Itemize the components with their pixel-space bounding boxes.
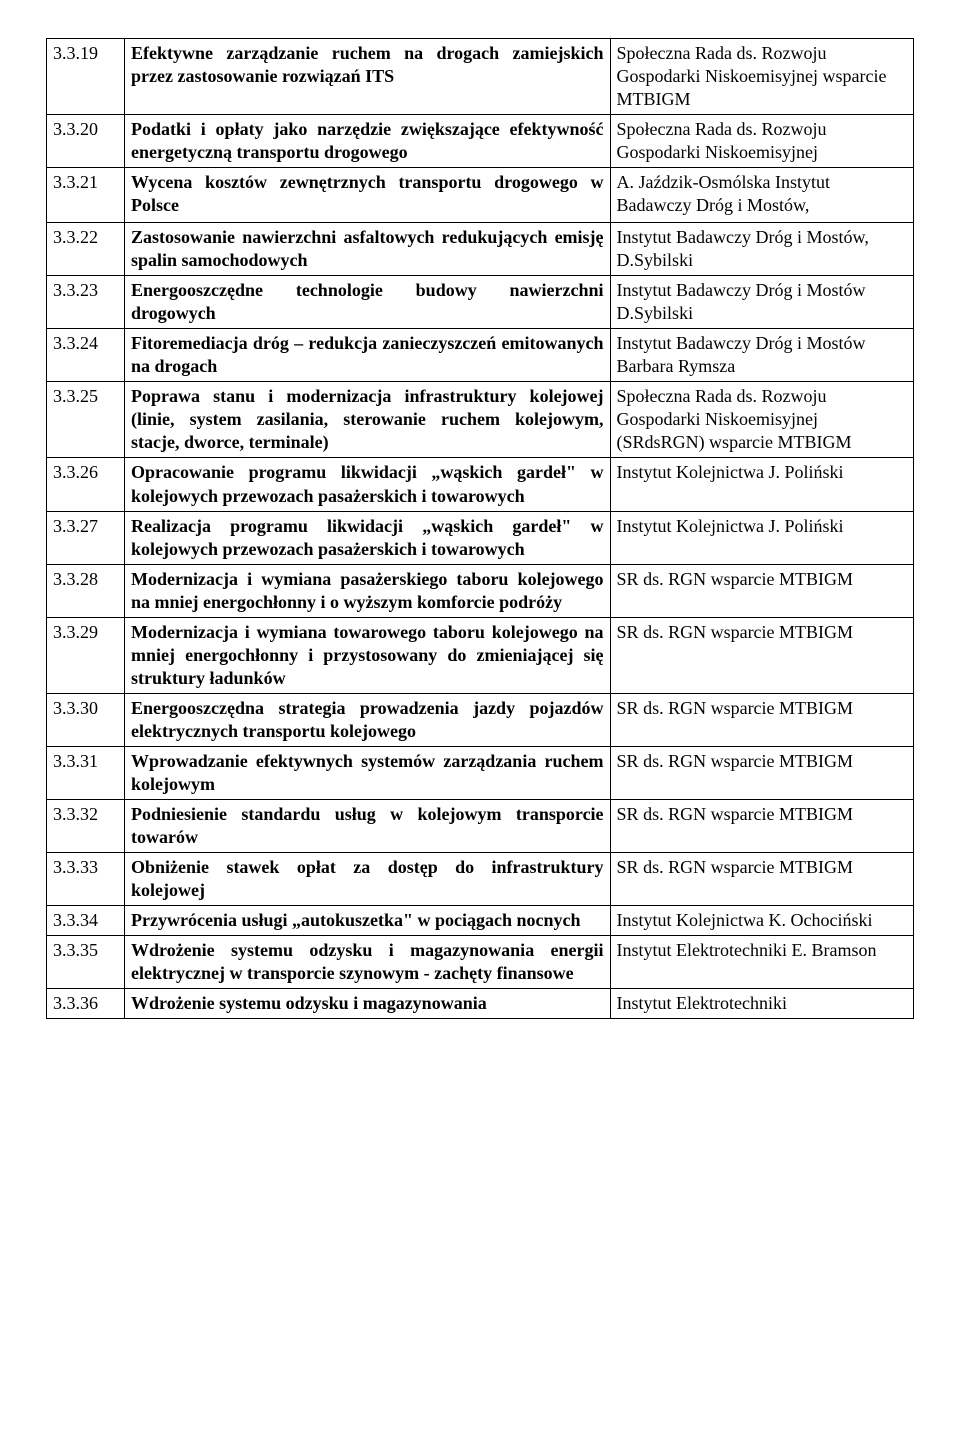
row-number: 3.3.36 <box>47 989 125 1019</box>
row-title: Wprowadzanie efektywnych systemów zarząd… <box>125 746 611 799</box>
row-title: Modernizacja i wymiana pasażerskiego tab… <box>125 564 611 617</box>
row-number: 3.3.34 <box>47 906 125 936</box>
table-row: 3.3.20Podatki i opłaty jako narzędzie zw… <box>47 115 914 168</box>
table-row: 3.3.21Wycena kosztów zewnętrznych transp… <box>47 168 914 223</box>
table-row: 3.3.22Zastosowanie nawierzchni asfaltowy… <box>47 223 914 276</box>
table-row: 3.3.23Energooszczędne technologie budowy… <box>47 276 914 329</box>
row-organization: Instytut Kolejnictwa J. Poliński <box>610 458 913 511</box>
row-number: 3.3.19 <box>47 39 125 115</box>
table-row: 3.3.19Efektywne zarządzanie ruchem na dr… <box>47 39 914 115</box>
row-title: Wycena kosztów zewnętrznych transportu d… <box>125 168 611 223</box>
row-number: 3.3.31 <box>47 746 125 799</box>
row-title: Modernizacja i wymiana towarowego taboru… <box>125 617 611 693</box>
table-row: 3.3.33Obniżenie stawek opłat za dostęp d… <box>47 852 914 905</box>
row-number: 3.3.25 <box>47 382 125 458</box>
row-number: 3.3.24 <box>47 329 125 382</box>
row-organization: Instytut Elektrotechniki E. Bramson <box>610 936 913 989</box>
table-row: 3.3.28Modernizacja i wymiana pasażerskie… <box>47 564 914 617</box>
row-organization: Społeczna Rada ds. Rozwoju Gospodarki Ni… <box>610 382 913 458</box>
row-number: 3.3.30 <box>47 693 125 746</box>
row-title: Energooszczędna strategia prowadzenia ja… <box>125 693 611 746</box>
row-title: Podatki i opłaty jako narzędzie zwiększa… <box>125 115 611 168</box>
row-organization: Społeczna Rada ds. Rozwoju Gospodarki Ni… <box>610 115 913 168</box>
row-title: Fitoremediacja dróg – redukcja zanieczys… <box>125 329 611 382</box>
actions-table: 3.3.19Efektywne zarządzanie ruchem na dr… <box>46 38 914 1019</box>
row-organization: Instytut Badawczy Dróg i Mostów Barbara … <box>610 329 913 382</box>
row-title: Obniżenie stawek opłat za dostęp do infr… <box>125 852 611 905</box>
row-number: 3.3.23 <box>47 276 125 329</box>
row-organization: Instytut Kolejnictwa J. Poliński <box>610 511 913 564</box>
table-row: 3.3.36Wdrożenie systemu odzysku i magazy… <box>47 989 914 1019</box>
row-number: 3.3.20 <box>47 115 125 168</box>
row-title: Realizacja programu likwidacji „wąskich … <box>125 511 611 564</box>
row-organization: Instytut Kolejnictwa K. Ochociński <box>610 906 913 936</box>
row-number: 3.3.22 <box>47 223 125 276</box>
row-organization: Instytut Badawczy Dróg i Mostów, D.Sybil… <box>610 223 913 276</box>
table-row: 3.3.32Podniesienie standardu usług w kol… <box>47 799 914 852</box>
row-title: Przywrócenia usługi „autokuszetka" w poc… <box>125 906 611 936</box>
row-organization: Społeczna Rada ds. Rozwoju Gospodarki Ni… <box>610 39 913 115</box>
row-number: 3.3.26 <box>47 458 125 511</box>
row-title: Efektywne zarządzanie ruchem na drogach … <box>125 39 611 115</box>
row-title: Wdrożenie systemu odzysku i magazynowani… <box>125 989 611 1019</box>
row-number: 3.3.33 <box>47 852 125 905</box>
table-row: 3.3.35Wdrożenie systemu odzysku i magazy… <box>47 936 914 989</box>
table-row: 3.3.31Wprowadzanie efektywnych systemów … <box>47 746 914 799</box>
row-number: 3.3.28 <box>47 564 125 617</box>
table-row: 3.3.34Przywrócenia usługi „autokuszetka"… <box>47 906 914 936</box>
row-title: Wdrożenie systemu odzysku i magazynowani… <box>125 936 611 989</box>
table-row: 3.3.29Modernizacja i wymiana towarowego … <box>47 617 914 693</box>
row-title: Zastosowanie nawierzchni asfaltowych red… <box>125 223 611 276</box>
table-row: 3.3.26Opracowanie programu likwidacji „w… <box>47 458 914 511</box>
table-row: 3.3.30Energooszczędna strategia prowadze… <box>47 693 914 746</box>
row-organization: SR ds. RGN wsparcie MTBIGM <box>610 852 913 905</box>
row-number: 3.3.29 <box>47 617 125 693</box>
row-number: 3.3.21 <box>47 168 125 223</box>
row-organization: SR ds. RGN wsparcie MTBIGM <box>610 617 913 693</box>
table-row: 3.3.24Fitoremediacja dróg – redukcja zan… <box>47 329 914 382</box>
row-number: 3.3.35 <box>47 936 125 989</box>
row-organization: Instytut Badawczy Dróg i Mostów D.Sybils… <box>610 276 913 329</box>
row-organization: SR ds. RGN wsparcie MTBIGM <box>610 693 913 746</box>
row-title: Poprawa stanu i modernizacja infrastrukt… <box>125 382 611 458</box>
row-number: 3.3.27 <box>47 511 125 564</box>
row-organization: SR ds. RGN wsparcie MTBIGM <box>610 564 913 617</box>
row-title: Energooszczędne technologie budowy nawie… <box>125 276 611 329</box>
table-row: 3.3.25Poprawa stanu i modernizacja infra… <box>47 382 914 458</box>
row-title: Podniesienie standardu usług w kolejowym… <box>125 799 611 852</box>
row-title: Opracowanie programu likwidacji „wąskich… <box>125 458 611 511</box>
row-organization: Instytut Elektrotechniki <box>610 989 913 1019</box>
row-organization: SR ds. RGN wsparcie MTBIGM <box>610 799 913 852</box>
table-row: 3.3.27Realizacja programu likwidacji „wą… <box>47 511 914 564</box>
row-organization: SR ds. RGN wsparcie MTBIGM <box>610 746 913 799</box>
row-number: 3.3.32 <box>47 799 125 852</box>
row-organization: A. Jaździk-Osmólska Instytut Badawczy Dr… <box>610 168 913 223</box>
